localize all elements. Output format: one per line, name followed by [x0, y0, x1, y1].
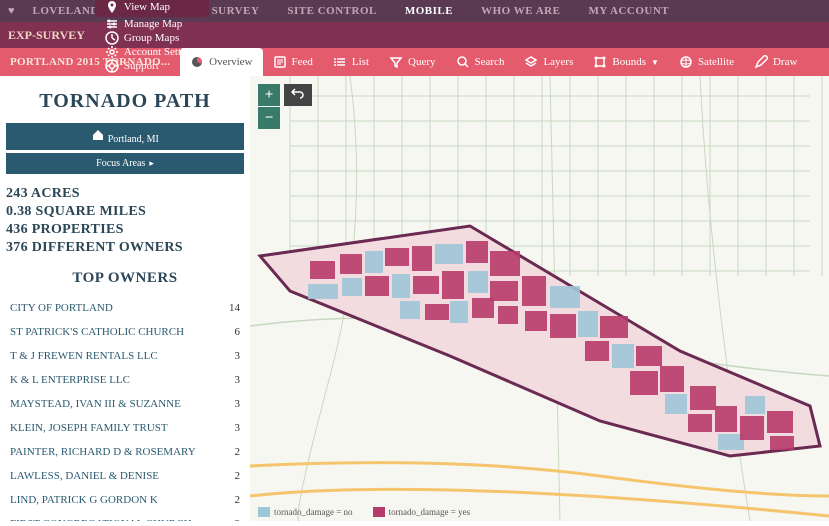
bounds-icon	[593, 55, 607, 69]
topnav-item[interactable]: MOBILE	[391, 5, 467, 17]
stat-line: 376 DIFFERENT OWNERS	[6, 240, 244, 256]
subnav-item[interactable]: View Map	[95, 0, 209, 17]
sub-nav: EXP-SURVEY View MapManage MapGroup MapsA…	[0, 22, 829, 48]
tab-query[interactable]: Query	[379, 48, 446, 76]
table-row[interactable]: PAINTER, RICHARD D & ROSEMARY2	[8, 441, 242, 463]
table-row[interactable]: LAWLESS, DANIEL & DENISE2	[8, 465, 242, 487]
draw-icon	[754, 55, 768, 69]
heart-icon: ♥	[8, 5, 15, 17]
owners-title: TOP OWNERS	[6, 270, 244, 287]
breadcrumb[interactable]: PORTLAND 2015 TORNADO...	[0, 56, 180, 68]
table-row[interactable]: KLEIN, JOSEPH FAMILY TRUST3	[8, 417, 242, 439]
map-legend: tornado_damage = no tornado_damage = yes	[258, 507, 470, 517]
dash-icon	[105, 31, 119, 45]
subnav-item[interactable]: Manage Map	[95, 17, 209, 31]
owners-table: CITY OF PORTLAND14ST PATRICK'S CATHOLIC …	[6, 295, 244, 521]
tab-feed[interactable]: Feed	[263, 48, 323, 76]
tab-layers[interactable]: Layers	[514, 48, 583, 76]
map-canvas[interactable]	[250, 76, 829, 521]
stat-line: 243 ACRES	[6, 186, 244, 202]
legend-item: tornado_damage = no	[258, 507, 353, 517]
stats-block: 243 ACRES 0.38 SQUARE MILES 436 PROPERTIES…	[6, 186, 244, 256]
undo-button[interactable]	[284, 84, 312, 106]
list-icon	[333, 55, 347, 69]
sat-icon	[679, 55, 693, 69]
sidebar-button[interactable]: Portland, MI	[6, 123, 244, 150]
topnav-item[interactable]: WHO WE ARE	[467, 5, 574, 17]
table-row[interactable]: FIRST CONGREGATIONAL CHURCH2	[8, 513, 242, 521]
topnav-item[interactable]: MY ACCOUNT	[574, 5, 683, 17]
feed-icon	[273, 55, 287, 69]
zoom-out-button[interactable]: −	[258, 107, 280, 129]
home-icon	[91, 128, 105, 142]
tab-overview[interactable]: Overview	[180, 48, 262, 76]
tab-list[interactable]: List	[323, 48, 379, 76]
layers-icon	[524, 55, 538, 69]
table-row[interactable]: MAYSTEAD, IVAN III & SUZANNE3	[8, 393, 242, 415]
tab-satellite[interactable]: Satellite	[669, 48, 744, 76]
sidebar: TORNADO PATH Portland, MI Focus Areas▸ 24…	[0, 76, 250, 521]
table-row[interactable]: T & J FREWEN RENTALS LLC3	[8, 345, 242, 367]
pin-icon	[105, 0, 119, 14]
topnav-item[interactable]: SITE CONTROL	[273, 5, 390, 17]
stat-line: 436 PROPERTIES	[6, 222, 244, 238]
table-row[interactable]: K & L ENTERPRISE LLC3	[8, 369, 242, 391]
legend-item: tornado_damage = yes	[373, 507, 471, 517]
page-title: TORNADO PATH	[6, 90, 244, 113]
table-row[interactable]: ST PATRICK'S CATHOLIC CHURCH6	[8, 321, 242, 343]
subnav-item[interactable]: Group Maps	[95, 31, 209, 45]
zoom-control: + −	[258, 84, 280, 130]
subnav-brand: EXP-SURVEY	[8, 28, 85, 43]
zoom-in-button[interactable]: +	[258, 84, 280, 106]
map-area[interactable]: + − tornado_damage = notornado_damage = …	[250, 76, 829, 521]
pie-icon	[190, 55, 204, 69]
undo-icon	[291, 87, 305, 99]
table-row[interactable]: CITY OF PORTLAND14	[8, 297, 242, 319]
stat-line: 0.38 SQUARE MILES	[6, 204, 244, 220]
tab-draw[interactable]: Draw	[744, 48, 807, 76]
sliders-icon	[105, 17, 119, 31]
tab-search[interactable]: Search	[446, 48, 515, 76]
sidebar-button[interactable]: Focus Areas▸	[6, 153, 244, 174]
tab-bounds[interactable]: Bounds▼	[583, 48, 669, 76]
filter-icon	[389, 55, 403, 69]
search-icon	[456, 55, 470, 69]
table-row[interactable]: LIND, PATRICK G GORDON K2	[8, 489, 242, 511]
